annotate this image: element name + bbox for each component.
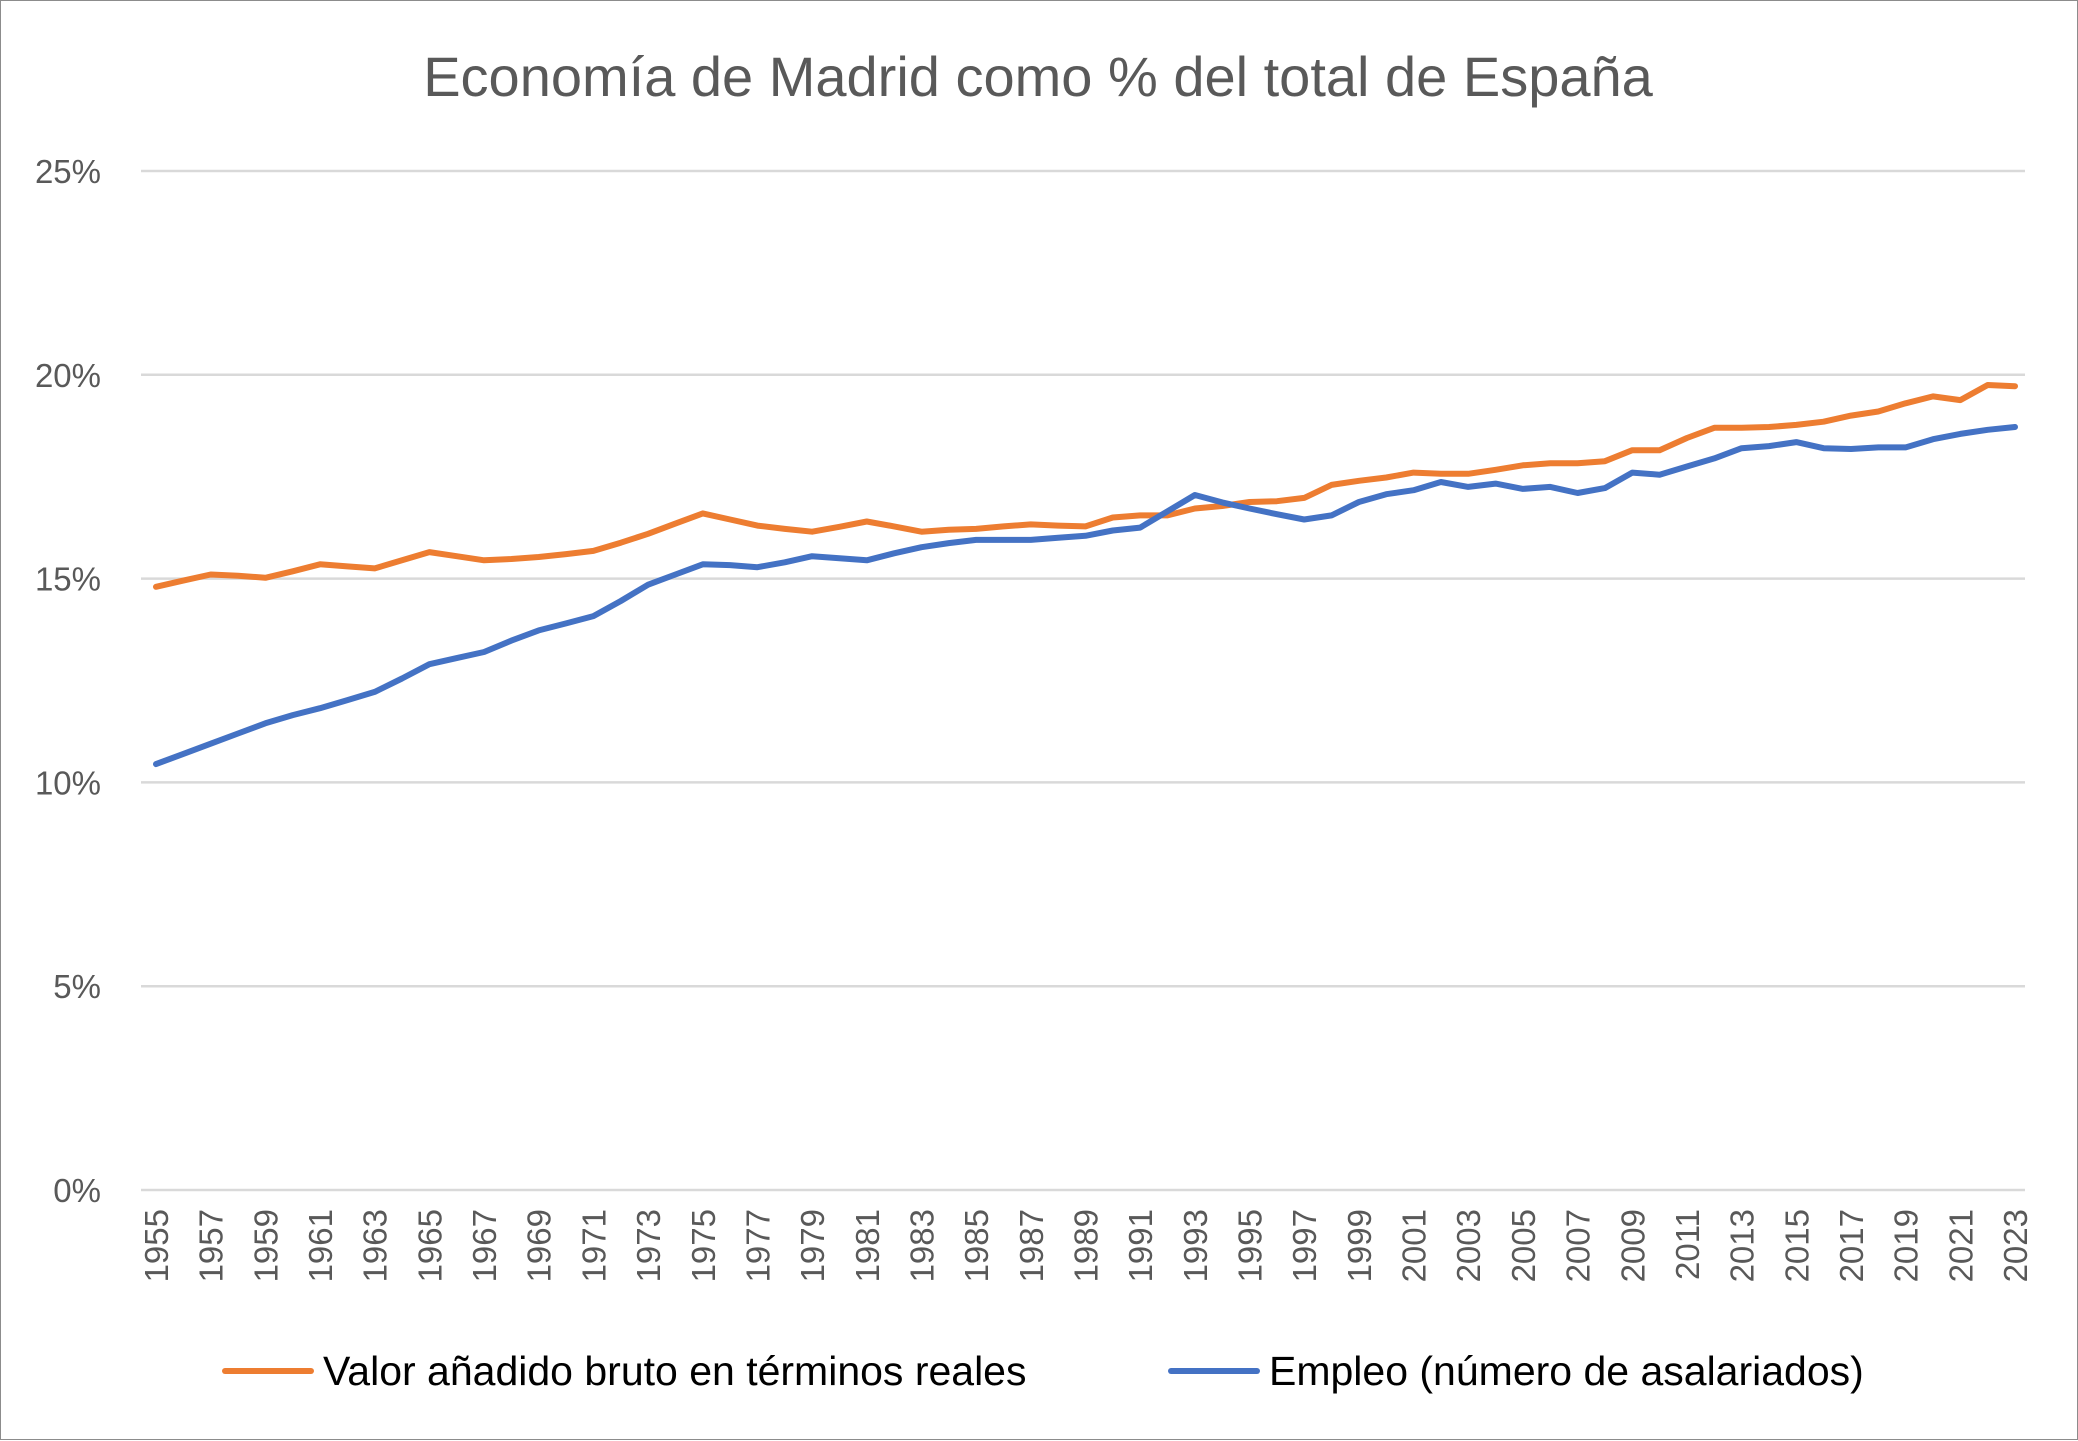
x-tick-label: 2005 [1505,1209,1542,1282]
y-tick-label: 5% [53,968,101,1005]
legend: Valor añadido bruto en términos reales Em… [222,1348,1864,1394]
chart-title: Economía de Madrid como % del total de E… [423,45,1653,108]
x-tick-label: 2011 [1669,1209,1706,1280]
x-tick-label: 2003 [1450,1209,1487,1282]
x-tick-label: 2017 [1833,1209,1870,1282]
x-axis-tick-labels: 1955 1957 1959 1961 1963 1965 1967 1969 1971 1973… [138,1209,2034,1282]
x-tick-label: 1993 [1177,1209,1214,1282]
x-tick-label: 1979 [794,1209,831,1282]
legend-label: Valor añadido bruto en términos reales [323,1348,1027,1394]
x-tick-label: 2013 [1724,1209,1761,1282]
series-lines [153,382,2018,768]
series-line-2 [153,424,2018,768]
x-tick-label: 1957 [193,1209,230,1282]
x-tick-label: 1955 [138,1209,175,1282]
x-tick-label: 1959 [247,1209,284,1282]
x-tick-label: 1999 [1341,1209,1378,1282]
y-tick-label: 20% [35,357,101,394]
x-tick-label: 1989 [1068,1209,1105,1282]
x-tick-label: 1987 [1013,1209,1050,1282]
x-tick-label: 2023 [1997,1209,2034,1282]
x-tick-label: 2019 [1888,1209,1925,1282]
x-tick-label: 2021 [1942,1209,1979,1282]
x-tick-label: 1995 [1232,1209,1269,1282]
series-line-1 [153,382,2018,590]
x-tick-label: 1997 [1286,1209,1323,1282]
x-tick-label: 1971 [575,1209,612,1282]
x-tick-label: 1991 [1122,1209,1159,1282]
legend-label: Empleo (número de asalariados) [1269,1348,1864,1394]
x-tick-label: 1983 [903,1209,940,1282]
y-tick-label: 25% [35,153,101,190]
x-tick-label: 2009 [1614,1209,1651,1282]
x-tick-label: 1985 [958,1209,995,1282]
y-tick-label: 15% [35,561,101,598]
x-tick-label: 1961 [302,1209,339,1282]
x-tick-label: 1981 [849,1209,886,1282]
x-tick-label: 1973 [630,1209,667,1282]
x-tick-label: 1975 [685,1209,722,1282]
x-tick-label: 1965 [411,1209,448,1282]
x-tick-label: 1969 [521,1209,558,1282]
x-tick-label: 2015 [1778,1209,1815,1282]
x-tick-label: 1977 [739,1209,776,1282]
x-tick-label: 2007 [1560,1209,1597,1282]
y-tick-label: 0% [53,1172,101,1209]
x-tick-label: 2001 [1396,1209,1433,1282]
x-tick-label: 1967 [466,1209,503,1282]
y-axis-tick-labels: 0% 5% 10% 15% 20% 25% [35,153,101,1209]
y-tick-label: 10% [35,764,101,801]
gridlines [141,169,2025,1192]
x-tick-label: 1963 [357,1209,394,1282]
